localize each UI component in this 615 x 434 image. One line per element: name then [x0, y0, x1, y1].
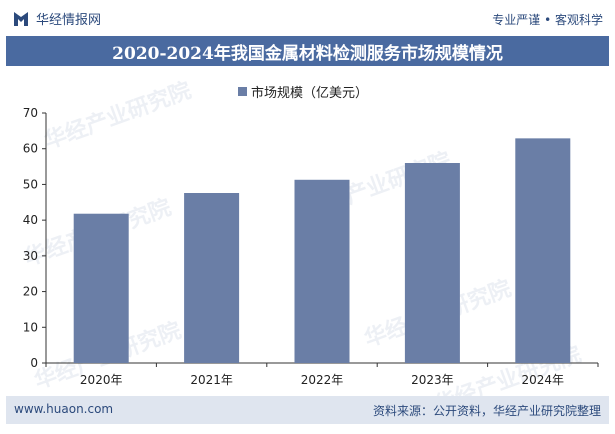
brand[interactable]: 华经情报网 [12, 9, 101, 28]
footer-source: 资料来源：公开资料，华经产业研究院整理 [372, 404, 601, 418]
x-tick-label: 2020年 [80, 373, 123, 387]
x-tick-label: 2024年 [522, 373, 565, 387]
x-tick-label: 2021年 [190, 373, 233, 387]
x-axis: 2020年 2021年 2022年 2023年 2024年 [45, 362, 599, 387]
y-tick-label: 30 [23, 249, 38, 263]
title-bar: 2020-2024年我国金属材料检测服务市场规模情况 [6, 36, 609, 66]
brand-logo-icon [14, 11, 28, 26]
y-tick-label: 40 [23, 213, 38, 227]
bar [184, 193, 240, 363]
y-tick-label: 0 [30, 356, 38, 370]
bar [515, 138, 571, 363]
y-tick-label: 70 [23, 106, 38, 120]
y-tick-label: 50 [23, 177, 38, 191]
bar [73, 213, 129, 363]
bar [294, 179, 350, 363]
x-tick-label: 2023年 [411, 373, 454, 387]
tagline: 专业严谨 • 客观科学 [492, 13, 603, 27]
footer: www.huaon.com 资料来源：公开资料，华经产业研究院整理 [6, 396, 609, 424]
x-tick-label: 2022年 [301, 373, 344, 387]
y-tick-label: 60 [23, 142, 38, 156]
y-tick-label: 10 [23, 320, 38, 334]
y-tick-label: 20 [23, 285, 38, 299]
legend: 市场规模（亿美元） [238, 82, 368, 101]
bar [404, 163, 460, 363]
footer-url[interactable]: www.huaon.com [14, 402, 114, 416]
chart-title: 2020-2024年我国金属材料检测服务市场规模情况 [112, 43, 503, 64]
brand-name: 华经情报网 [36, 13, 102, 28]
y-axis: 0 10 20 30 40 50 60 70 [23, 106, 47, 370]
bars [73, 138, 571, 363]
legend-label: 市场规模（亿美元） [251, 86, 369, 101]
top-bar: 华经情报网 专业严谨 • 客观科学 [0, 0, 615, 36]
legend-swatch [238, 87, 247, 96]
